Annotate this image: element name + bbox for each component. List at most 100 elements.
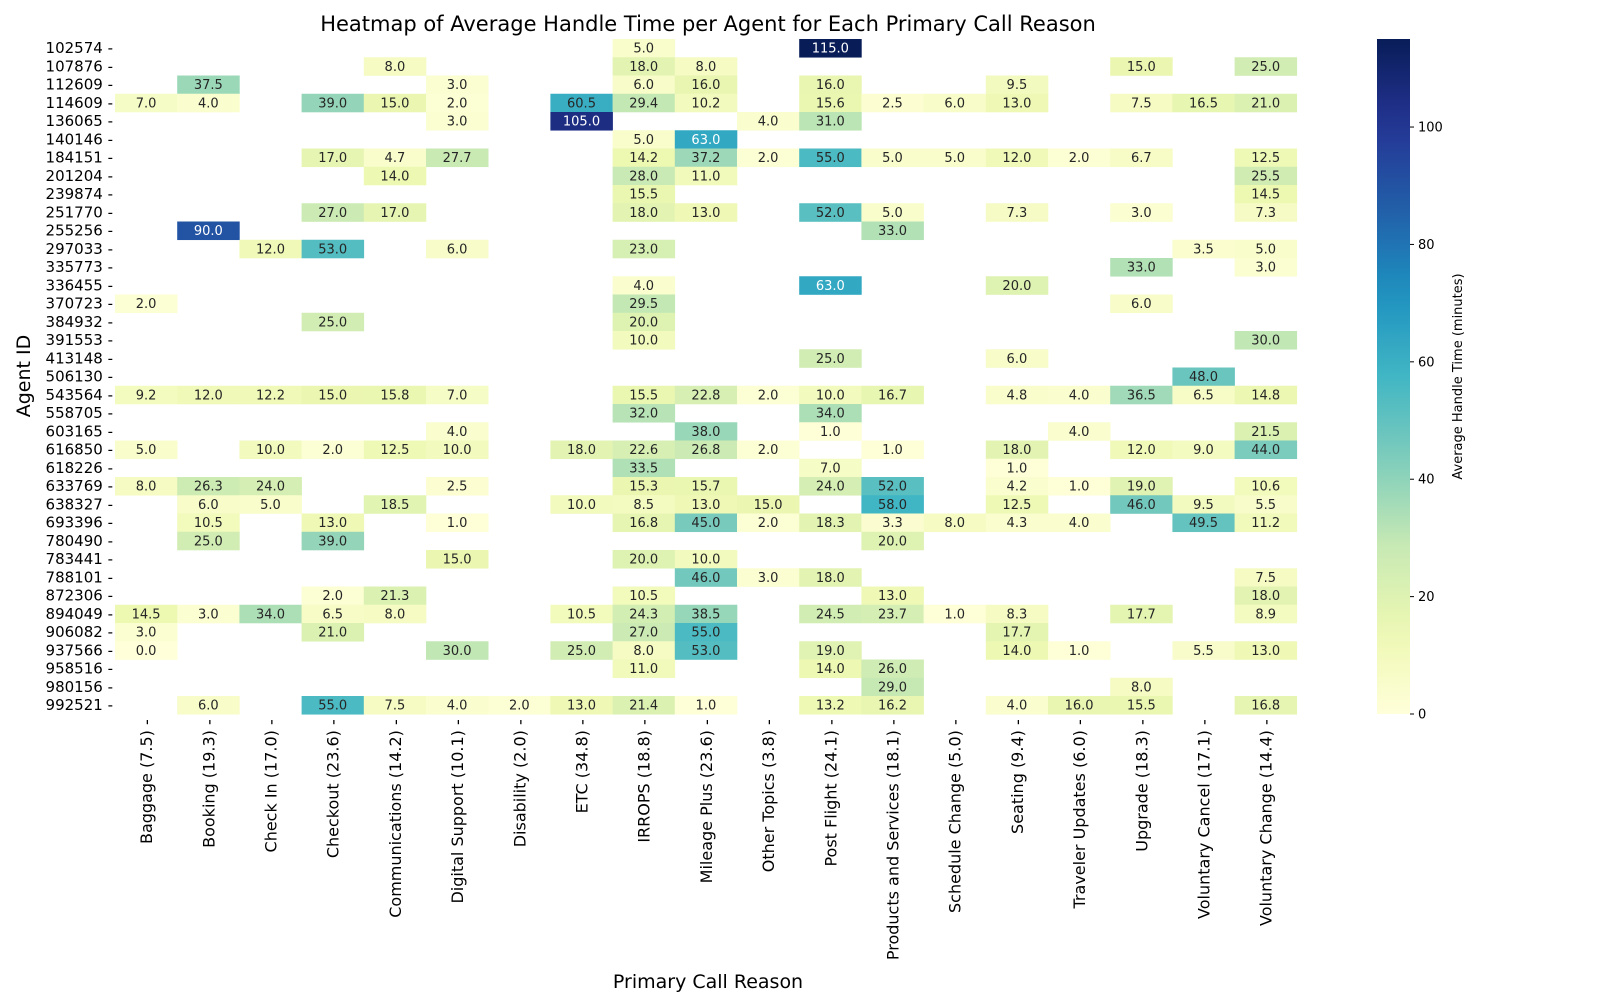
cell-value-label: 13.0	[691, 498, 720, 513]
cell-value-label: 10.0	[443, 443, 472, 458]
heatmap-cell	[985, 349, 1049, 368]
x-tick-label: Mileage Plus (23.6) -	[697, 719, 716, 883]
cell-value-label: 10.5	[194, 516, 223, 531]
y-tick-label: 788101 -	[46, 568, 113, 586]
heatmap-cell	[1234, 185, 1298, 204]
cell-value-label: 0.0	[136, 644, 157, 659]
heatmap-cell	[1172, 513, 1235, 533]
y-tick-label: 992521 -	[46, 696, 113, 714]
cell-value-label: 25.5	[1251, 169, 1280, 184]
cell-value-label: 8.0	[696, 60, 717, 75]
cell-value-label: 7.3	[1007, 206, 1028, 221]
heatmap-cell	[737, 495, 800, 514]
cell-value-label: 10.0	[567, 498, 596, 513]
x-tick-label: IRROPS (18.8) -	[635, 719, 654, 842]
cell-value-label: 5.5	[1193, 644, 1214, 659]
heatmap-cell	[861, 203, 924, 222]
heatmap-cell	[1234, 641, 1298, 660]
heatmap-cell	[612, 148, 676, 168]
heatmap-cell	[1234, 477, 1298, 496]
cell-value-label: 2.0	[758, 151, 779, 166]
heatmap-cell	[1048, 477, 1111, 496]
heatmap-cell	[1234, 495, 1298, 514]
cell-value-label: 17.0	[380, 206, 409, 221]
cell-value-label: 21.4	[629, 699, 658, 714]
heatmap-cell	[1234, 422, 1298, 441]
heatmap-cell	[115, 641, 178, 660]
heatmap-cell	[1234, 148, 1298, 168]
x-tick-label: Schedule Change (5.0) -	[946, 719, 965, 913]
heatmap-cell	[985, 203, 1049, 222]
colorbar-tick-label: 80	[1418, 238, 1435, 253]
heatmap-cell	[612, 513, 676, 533]
heatmap-cell	[674, 513, 738, 533]
heatmap-cell	[985, 276, 1049, 295]
heatmap-cell	[799, 276, 862, 295]
y-tick-label: 506130 -	[46, 368, 113, 386]
cell-value-label: 15.7	[691, 480, 720, 495]
cell-value-label: 1.0	[882, 443, 903, 458]
heatmap-cell	[799, 659, 862, 679]
heatmap-cell	[301, 312, 365, 332]
y-tick-label: 693396 -	[46, 514, 113, 532]
heatmap-cell	[674, 93, 738, 113]
x-tick-label: Other Topics (3.8) -	[759, 719, 778, 872]
cell-value-label: 4.0	[447, 699, 468, 714]
heatmap-cell	[550, 112, 613, 131]
y-tick-label: 603165 -	[46, 422, 113, 440]
heatmap-cell	[799, 404, 862, 423]
cell-value-label: 16.0	[816, 78, 845, 93]
cell-value-label: 5.0	[633, 133, 654, 148]
cell-value-label: 24.0	[256, 480, 285, 495]
heatmap-cell	[301, 531, 365, 551]
cell-value-label: 33.0	[1127, 261, 1156, 276]
heatmap-cell	[612, 166, 676, 186]
cell-value-label: 7.0	[136, 96, 157, 111]
cell-value-label: 3.0	[758, 571, 779, 586]
cell-value-label: 16.8	[629, 516, 658, 531]
cell-value-label: 2.0	[1069, 151, 1090, 166]
cell-value-label: 38.5	[691, 607, 720, 622]
cell-value-label: 27.7	[443, 151, 472, 166]
cell-value-label: 25.0	[1251, 60, 1280, 75]
heatmap-cell	[612, 477, 676, 496]
y-tick-label: 391553 -	[46, 331, 113, 349]
cell-value-label: 20.0	[1002, 279, 1031, 294]
cell-value-label: 8.0	[385, 607, 406, 622]
cell-value-label: 34.0	[256, 607, 285, 622]
cell-value-label: 14.5	[1251, 188, 1280, 203]
heatmap-cell	[1234, 57, 1298, 76]
heatmap-cell	[177, 696, 240, 715]
cell-value-label: 12.2	[256, 388, 285, 403]
heatmap-cell	[612, 39, 676, 58]
cell-value-label: 10.6	[1251, 480, 1280, 495]
cell-value-label: 4.0	[758, 115, 779, 130]
cell-value-label: 18.0	[1002, 443, 1031, 458]
y-tick-label: 783441 -	[46, 550, 113, 568]
heatmap-cell	[301, 93, 365, 113]
cell-value-label: 53.0	[691, 644, 720, 659]
x-tick-label: Baggage (7.5) -	[137, 719, 156, 844]
heatmap-cell	[426, 385, 489, 405]
cell-value-label: 55.0	[318, 699, 347, 714]
heatmap-cell	[674, 623, 738, 642]
cell-value-label: 2.0	[322, 589, 343, 604]
heatmap-cell	[1110, 294, 1173, 314]
cell-value-label: 29.0	[878, 680, 907, 695]
heatmap-cell	[301, 586, 365, 606]
cell-value-label: 8.0	[633, 644, 654, 659]
cell-value-label: 10.5	[567, 607, 596, 622]
heatmap-cell	[985, 148, 1049, 168]
cell-value-label: 14.2	[629, 151, 658, 166]
x-axis-ticks: Baggage (7.5) - Booking (19.3) - Check In …	[137, 719, 1276, 960]
x-tick-label: Voluntary Cancel (17.1) -	[1195, 719, 1214, 919]
cell-value-label: 4.0	[1007, 699, 1028, 714]
heatmap-cell	[612, 203, 676, 222]
heatmap-cell	[674, 495, 738, 514]
heatmap-cell	[550, 93, 613, 113]
heatmap-cell	[1110, 440, 1173, 460]
heatmap-cell	[1234, 93, 1298, 113]
cell-value-label: 33.5	[629, 461, 658, 476]
colorbar-label: Average Handle Time (minutes)	[1451, 273, 1466, 479]
cell-value-label: 44.0	[1251, 443, 1280, 458]
